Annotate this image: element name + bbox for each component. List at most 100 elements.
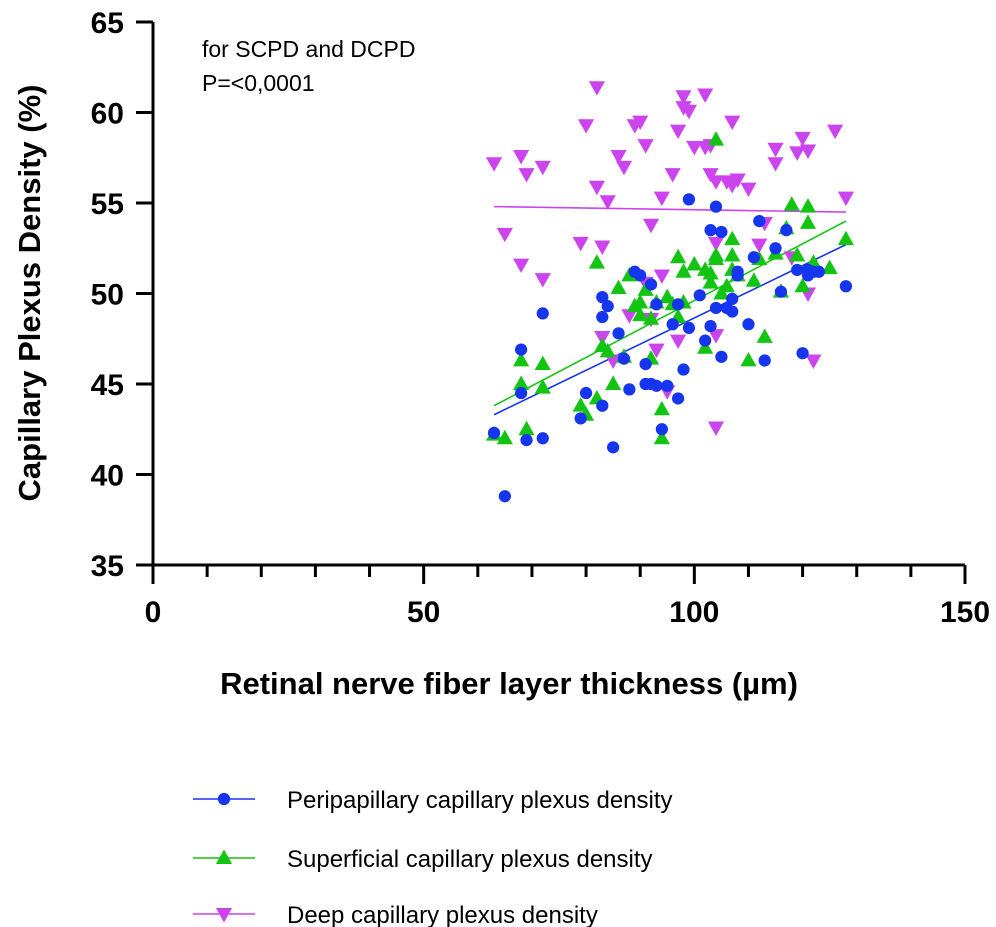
peripapillary-point: [709, 200, 723, 213]
peripapillary-point: [731, 269, 744, 282]
deep-point: [670, 124, 687, 140]
deep-point: [837, 191, 854, 207]
y-axis-ticks: 35 40 45 50 55 60 65: [91, 7, 153, 583]
superficial-point: [588, 254, 605, 269]
superficial-point: [724, 230, 741, 246]
deep-point: [675, 90, 692, 105]
deep-point: [707, 329, 725, 344]
superficial-point: [670, 248, 687, 264]
peripapillary-point: [769, 242, 782, 255]
peripapillary-point: [579, 386, 593, 400]
superficial-point: [653, 400, 670, 416]
deep-point: [594, 240, 611, 255]
y-tick-label: 35: [91, 550, 124, 583]
peripapillary-point: [596, 291, 609, 304]
deep-point: [496, 227, 513, 243]
legend: Peripapillary capillary plexus density Su…: [193, 787, 673, 927]
peripapillary-point: [671, 298, 685, 311]
peripapillary-legend-label: Peripapillary capillary plexus density: [287, 787, 673, 814]
superficial-point: [686, 256, 703, 271]
superficial-point: [702, 274, 719, 289]
deep-point: [707, 175, 725, 190]
deep-point: [740, 182, 757, 198]
superficial-point: [496, 429, 513, 445]
x-tick-label: 50: [407, 596, 440, 629]
peripapillary-point: [726, 305, 739, 318]
peripapillary-point: [536, 307, 549, 320]
peripapillary-point: [682, 193, 696, 206]
deep-point: [621, 309, 638, 324]
peripapillary-point: [774, 285, 788, 298]
peripapillary-point: [796, 347, 809, 360]
data-points: [485, 81, 854, 503]
deep-point: [518, 168, 535, 183]
deep-point: [653, 191, 670, 207]
y-tick-label: 55: [91, 188, 124, 221]
superficial-legend-label: Superficial capillary plexus density: [287, 846, 653, 873]
peripapillary-point: [514, 386, 528, 400]
peripapillary-point: [709, 301, 723, 315]
peripapillary-point: [661, 379, 674, 392]
superficial-point: [632, 306, 649, 322]
peripapillary-point: [671, 392, 685, 405]
superficial-point: [789, 246, 806, 262]
peripapillary-point: [639, 357, 652, 371]
annotation-line-1: for SCPD and DCPD: [202, 36, 415, 62]
peripapillary-point: [617, 352, 631, 365]
peripapillary-point: [520, 433, 533, 447]
superficial-point: [610, 279, 627, 295]
y-tick-label: 65: [91, 7, 124, 40]
peripapillary-point: [666, 318, 679, 331]
superficial-point: [702, 265, 719, 280]
deep-point: [767, 142, 784, 158]
superficial-point: [821, 259, 838, 275]
peripapillary-point: [693, 289, 706, 302]
superficial-point: [756, 328, 773, 343]
peripapillary-point: [682, 321, 696, 335]
superficial-point: [534, 355, 551, 371]
superficial-point: [632, 294, 649, 309]
deep-point: [588, 81, 605, 96]
deep-point: [707, 421, 725, 436]
deep-point: [664, 168, 681, 183]
y-tick-label: 50: [91, 279, 124, 312]
superficial-point: [783, 196, 800, 211]
deep-point: [729, 173, 746, 188]
peripapillary-point: [514, 343, 528, 356]
peripapillary-point: [758, 354, 771, 367]
peripapillary-point: [839, 280, 853, 293]
x-tick-label: 100: [669, 596, 719, 629]
deep-point: [799, 144, 817, 160]
peripapillary-point: [650, 298, 663, 311]
y-axis-title: Capillary Plexus Density (%): [12, 85, 47, 502]
deep-point: [605, 354, 622, 369]
peripapillary-point: [487, 426, 501, 439]
deep-point: [702, 168, 719, 183]
peripapillary-point: [726, 292, 739, 306]
deep-point: [610, 149, 627, 165]
deep-point: [485, 157, 503, 172]
superficial-point: [637, 281, 654, 296]
superficial-point: [599, 342, 616, 358]
superficial-point: [518, 420, 535, 436]
deep-point: [534, 160, 551, 176]
peripapillary-point: [780, 224, 793, 237]
superficial-point: [642, 310, 660, 325]
peripapillary-point: [704, 224, 717, 237]
superficial-point: [837, 230, 854, 246]
superficial-point: [534, 379, 551, 394]
superficial-point: [513, 375, 530, 390]
peripapillary-point: [704, 319, 717, 333]
deep-point: [577, 119, 595, 134]
superficial-point: [572, 397, 589, 412]
deep-point: [599, 195, 616, 210]
superficial-point: [713, 285, 730, 300]
superficial-point: [653, 429, 670, 445]
deep-point: [707, 236, 725, 252]
peripapillary-point: [634, 269, 647, 282]
peripapillary-point: [655, 423, 668, 436]
peripapillary-point: [596, 399, 609, 412]
deep-point: [686, 140, 703, 156]
peripapillary-point: [715, 350, 728, 363]
